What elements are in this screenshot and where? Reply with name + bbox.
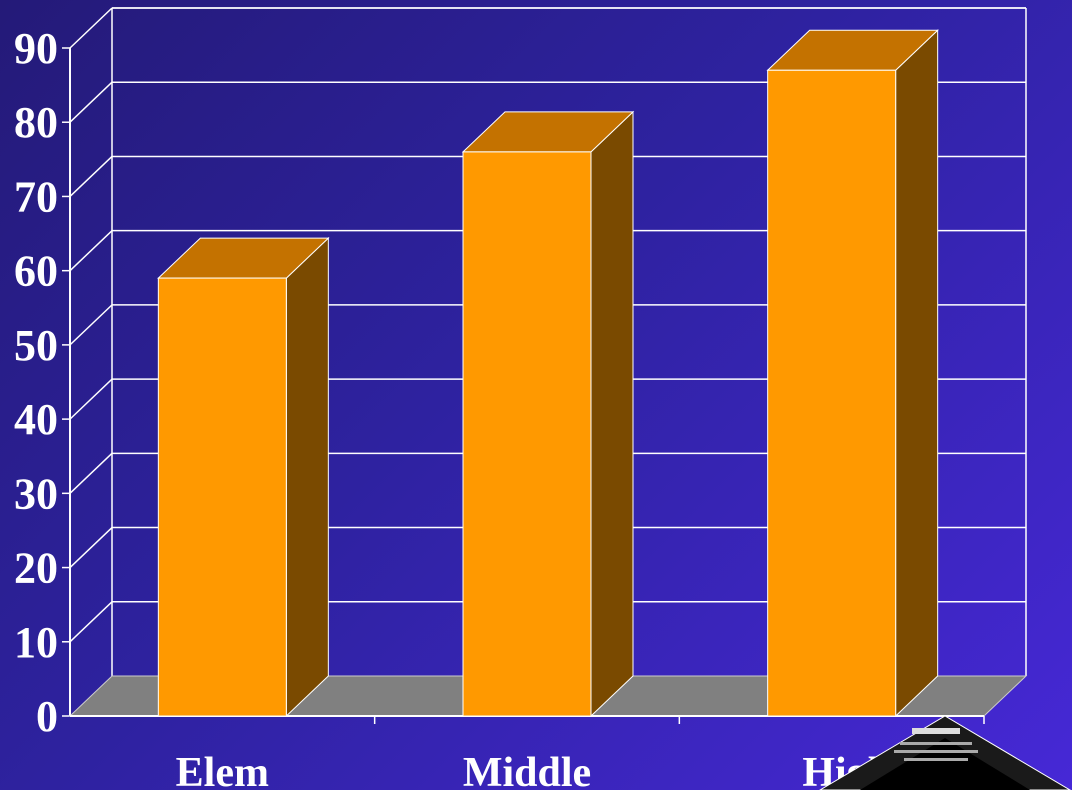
x-category-label: Elem (176, 750, 269, 790)
side-gridline (69, 230, 113, 272)
y-tick-label: 0 (36, 692, 58, 741)
bar-middle (461, 110, 635, 718)
x-category-label: Middle (463, 750, 591, 790)
side-gridline (69, 452, 113, 494)
side-gridline (69, 81, 113, 123)
y-tick-label: 80 (14, 98, 58, 147)
bar-front (462, 151, 592, 717)
side-gridline (69, 7, 113, 49)
bar-elem (157, 236, 330, 718)
side-gridline (69, 304, 113, 346)
bar-side (590, 110, 634, 718)
y-tick-label: 70 (14, 172, 58, 221)
accountability-seal-logo (819, 715, 1071, 790)
side-gridline (69, 601, 113, 643)
y-tick-label: 10 (14, 618, 58, 667)
side-gridline (69, 378, 113, 420)
bars-layer (157, 29, 939, 718)
side-gridline (69, 527, 113, 569)
y-tick-label: 90 (14, 24, 58, 73)
y-tick-label: 30 (14, 469, 58, 518)
bar-side (285, 236, 329, 718)
bar-high (766, 29, 939, 718)
y-tick-label: 50 (14, 321, 58, 370)
bar-front (157, 277, 287, 717)
bar-side (895, 29, 939, 718)
y-tick-label: 40 (14, 395, 58, 444)
y-tick-label: 60 (14, 247, 58, 296)
side-gridline (69, 155, 113, 197)
bar-front (767, 69, 897, 717)
y-tick-label: 20 (14, 544, 58, 593)
